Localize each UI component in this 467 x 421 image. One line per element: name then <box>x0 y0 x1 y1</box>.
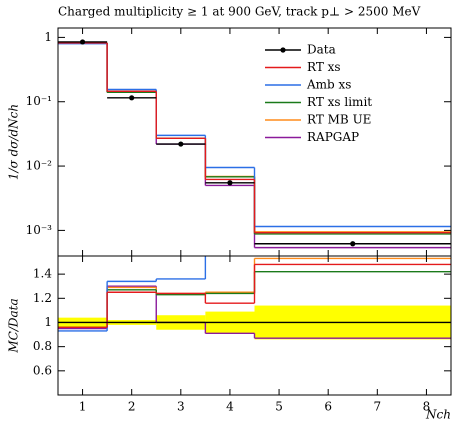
data-point <box>129 95 135 101</box>
y-tick-label: 0.6 <box>33 363 52 377</box>
chart-title: Charged multiplicity ≥ 1 at 900 GeV, tra… <box>58 5 421 19</box>
x-tick-label: 1 <box>79 400 87 414</box>
axes-frame <box>57 255 452 396</box>
plot-area <box>58 256 451 340</box>
legend-label: RT xs <box>307 60 341 74</box>
x-tick-label: 7 <box>373 400 381 414</box>
x-tick-label: 6 <box>324 400 332 414</box>
y-tick-label: 1 <box>44 315 52 329</box>
legend-label: Data <box>307 43 336 57</box>
legend-marker <box>280 47 286 53</box>
x-tick-label: 8 <box>423 400 431 414</box>
legend-label: Amb xs <box>306 78 351 92</box>
data-point <box>227 180 233 186</box>
legend-label: RAPGAP <box>307 130 359 144</box>
y-tick-label: 10⁻¹ <box>26 94 52 108</box>
data-point <box>178 141 184 147</box>
y-tick-label: 1.2 <box>33 291 52 305</box>
data-point <box>350 241 356 247</box>
y-axis-label: MC/Data <box>7 298 21 353</box>
y-axis-label: 1/σ dσ/dNch <box>7 104 21 180</box>
y-tick-label: 1 <box>44 30 52 44</box>
legend-label: RT MB UE <box>307 113 371 127</box>
y-tick-label: 0.8 <box>33 339 52 353</box>
y-tick-label: 10⁻³ <box>26 223 53 237</box>
x-tick-label: 5 <box>275 400 283 414</box>
x-axis-label: Nch <box>425 408 451 421</box>
y-tick-label: 1.4 <box>33 267 52 281</box>
x-tick-label: 2 <box>128 400 136 414</box>
y-tick-label: 10⁻² <box>26 159 53 173</box>
legend-label: RT xs limit <box>307 95 372 109</box>
x-tick-label: 4 <box>226 400 234 414</box>
x-tick-label: 3 <box>177 400 185 414</box>
plot-area <box>58 39 451 249</box>
data-point <box>79 39 86 45</box>
